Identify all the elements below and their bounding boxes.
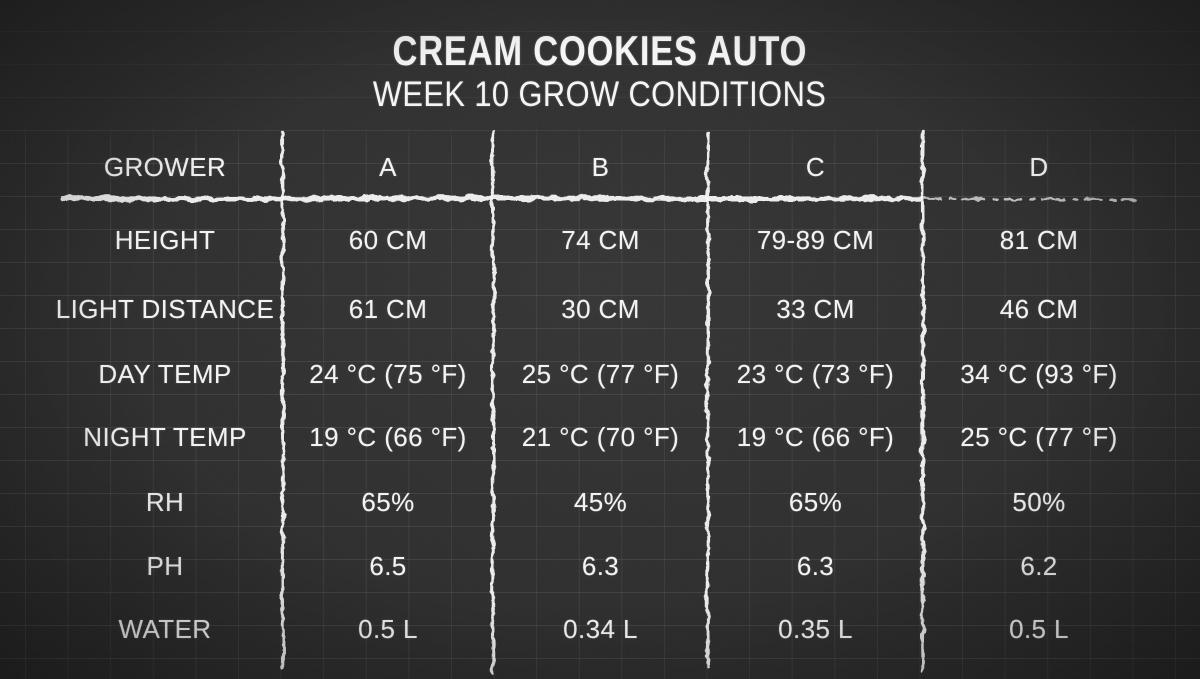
cell-value: 34 °C (93 °F) [960,358,1118,389]
col-header-c: C [805,152,826,182]
cell-value: 6.3 [796,551,835,581]
cell-value: 30 CM [561,293,640,324]
cell-value: 79-89 CM [756,224,875,255]
cell-value: 0.5 L [358,614,418,644]
row-label-ph: PH [146,551,184,581]
row-label-rh: RH [145,486,185,517]
cell-value: 45% [573,486,628,517]
cell-value: 50% [1012,486,1066,517]
page-header: CREAM COOKIES AUTO WEEK 10 GROW CONDITIO… [0,28,1200,116]
cell-value: 6.3 [581,551,620,581]
cell-value: 0.34 L [563,614,638,644]
cell-value: 46 CM [999,293,1079,324]
row-label-water: WATER [118,614,212,644]
cell-value: 60 CM [348,224,428,255]
cell-value: 6.5 [369,551,407,581]
col-header-a: A [379,152,397,182]
page-title: CREAM COOKIES AUTO [392,27,808,74]
cell-value: 33 CM [776,293,855,324]
cell-value: 23 °C (73 °F) [736,358,895,389]
row-label-day-temp: DAY TEMP [98,358,232,389]
col-header-grower: GROWER [103,152,227,182]
cell-value: 19 °C (66 °F) [736,421,895,452]
row-label-light-distance: LIGHT DISTANCE [55,293,275,324]
row-label-night-temp: NIGHT TEMP [83,421,247,452]
grow-conditions-table: GROWER A B C D HEIGHT 60 CM 74 CM 79-89 … [47,130,1155,661]
cell-value: 6.2 [1020,551,1058,581]
cell-value: 21 °C (70 °F) [521,421,680,452]
cell-value: 25 °C (77 °F) [521,358,680,389]
page-subtitle: WEEK 10 GROW CONDITIONS [373,75,827,114]
cell-value: 0.5 L [1009,614,1069,644]
cell-value: 0.35 L [778,614,853,644]
row-label-height: HEIGHT [114,224,216,255]
cell-value: 25 °C (77 °F) [960,421,1118,452]
cell-value: 19 °C (66 °F) [309,421,467,452]
col-header-d: D [1029,152,1049,182]
cell-value: 65% [361,486,415,517]
cell-value: 81 CM [999,224,1079,255]
cell-value: 24 °C (75 °F) [309,358,467,389]
cell-value: 65% [788,486,843,517]
col-header-b: B [591,152,610,182]
cell-value: 61 CM [348,293,428,324]
cell-value: 74 CM [561,224,640,255]
